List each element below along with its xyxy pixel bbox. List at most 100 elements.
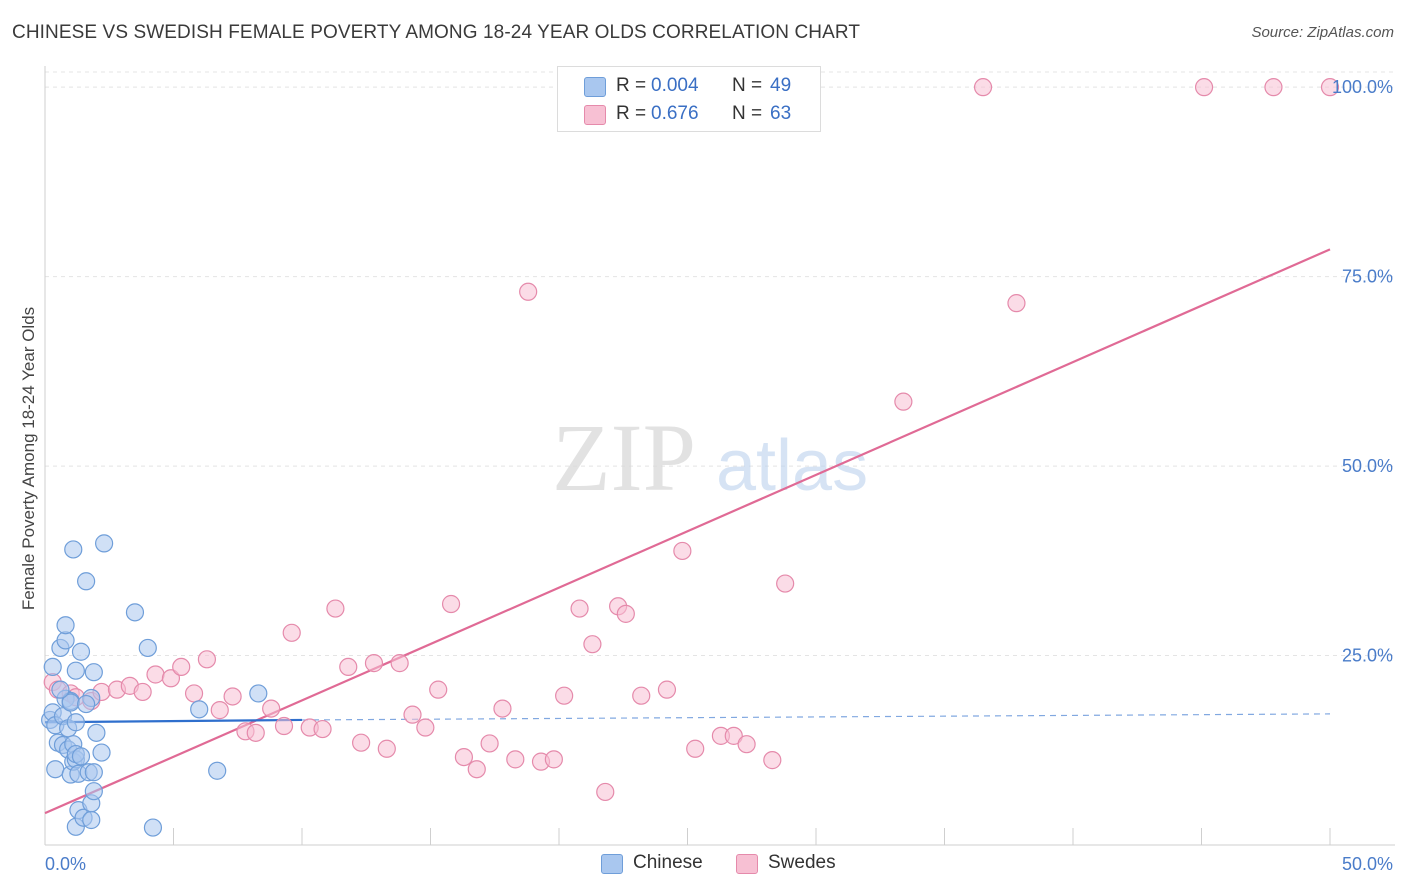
point-swedes [632, 686, 651, 705]
point-chinese [249, 684, 268, 703]
point-chinese [143, 818, 163, 837]
point-swedes [377, 739, 396, 758]
point-chinese [125, 603, 145, 622]
point-swedes [223, 687, 242, 706]
point-chinese [46, 760, 65, 779]
point-chinese [56, 631, 75, 650]
series-legend: Chinese Swedes [0, 852, 1406, 880]
point-swedes [172, 657, 191, 677]
point-swedes [596, 782, 615, 802]
point-chinese [82, 810, 101, 830]
point-swedes [616, 604, 635, 623]
point-swedes [555, 686, 574, 705]
point-chinese [56, 616, 75, 635]
legend-swatch-swedes [584, 105, 606, 125]
point-swedes [894, 392, 913, 411]
point-chinese [95, 534, 114, 553]
point-swedes [161, 669, 181, 688]
legend-swatch-swedes [736, 854, 758, 874]
point-swedes [262, 699, 281, 718]
point-chinese [84, 763, 103, 782]
point-swedes [724, 726, 743, 745]
axes [44, 66, 1395, 846]
point-swedes [364, 654, 384, 673]
point-chinese [208, 761, 227, 780]
x-tick-label-min: 0.0% [45, 854, 86, 874]
y-tick-label: 100.0% [1332, 77, 1393, 97]
point-chinese [43, 657, 62, 677]
trend-lines [44, 248, 1331, 815]
source-credit: Source: ZipAtlas.com [1251, 24, 1394, 41]
point-chinese [66, 713, 85, 732]
legend-row-swedes: R = 0.676 N = 63 [558, 101, 820, 129]
point-swedes [737, 735, 756, 754]
point-swedes [339, 657, 358, 677]
legend-r-label: R = [616, 103, 647, 124]
point-chinese [71, 747, 91, 766]
point-swedes [1194, 78, 1214, 97]
legend-r-label: R = [616, 75, 647, 96]
point-swedes [776, 574, 795, 593]
point-swedes [403, 705, 422, 724]
point-swedes [763, 751, 782, 770]
point-swedes [133, 682, 152, 702]
point-swedes [519, 282, 538, 301]
point-swedes [246, 723, 265, 742]
point-swedes [673, 541, 692, 561]
y-tick-label: 25.0% [1342, 646, 1393, 666]
y-tick-label: 75.0% [1342, 267, 1393, 287]
point-chinese [84, 663, 103, 682]
legend-swatch-chinese [584, 77, 606, 97]
legend-row-chinese: R = 0.004 N = 49 [558, 73, 820, 101]
point-swedes [1007, 294, 1026, 313]
trend-line-swedes [44, 248, 1331, 815]
data-points [41, 78, 1340, 837]
point-chinese [87, 723, 106, 742]
point-chinese [138, 638, 157, 658]
point-swedes [973, 78, 993, 97]
point-swedes [467, 760, 486, 779]
point-swedes [197, 650, 217, 669]
watermark-zip: ZIP [552, 404, 696, 511]
point-chinese [51, 680, 70, 699]
point-swedes [686, 739, 705, 758]
point-swedes [506, 750, 525, 769]
point-swedes [352, 733, 371, 752]
legend-r-value: 0.676 [651, 103, 699, 124]
point-swedes [570, 599, 589, 618]
legend-n-value: 49 [770, 75, 792, 96]
point-chinese [71, 642, 91, 661]
trend-line-chinese-extension [301, 713, 1331, 721]
point-swedes [429, 680, 448, 699]
point-chinese [84, 782, 103, 801]
point-swedes [313, 719, 332, 739]
legend-n-label: N = [732, 103, 763, 124]
trend-line-chinese [44, 718, 303, 724]
point-swedes [210, 701, 229, 720]
y-axis-label: Female Poverty Among 18-24 Year Olds [19, 307, 38, 610]
legend-n-label: N = [732, 75, 763, 96]
legend-label-swedes: Swedes [768, 852, 836, 873]
point-swedes [583, 635, 602, 654]
point-swedes [480, 734, 499, 753]
point-swedes [184, 684, 204, 703]
watermark-atlas: atlas [716, 426, 868, 506]
point-chinese [77, 572, 96, 591]
point-chinese [77, 694, 96, 714]
point-swedes [493, 699, 512, 718]
point-swedes [454, 747, 474, 767]
point-swedes [390, 654, 409, 673]
point-swedes [1264, 78, 1283, 97]
legend-n-value: 63 [770, 103, 792, 124]
point-chinese [190, 700, 209, 719]
y-tick-labels: 25.0% 50.0% 75.0% 100.0% [1332, 77, 1393, 665]
point-swedes [326, 599, 345, 618]
legend-swatch-chinese [601, 854, 623, 874]
point-swedes [282, 623, 301, 642]
y-tick-label: 50.0% [1342, 456, 1393, 476]
point-chinese [64, 540, 83, 559]
grid-lines [45, 71, 1395, 657]
point-swedes [441, 594, 461, 614]
point-swedes [416, 718, 435, 737]
